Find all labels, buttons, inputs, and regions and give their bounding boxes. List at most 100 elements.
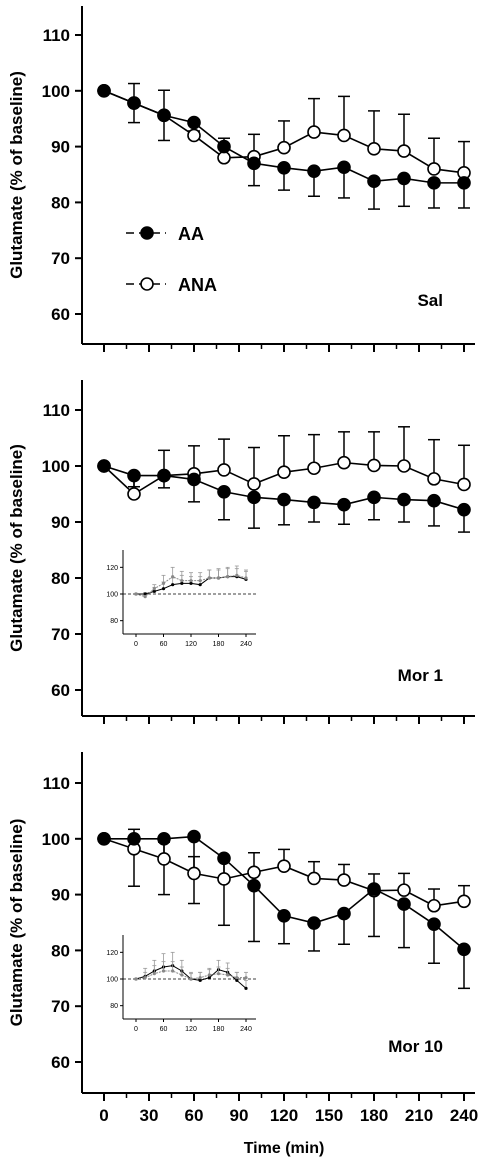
inset-data-point-ana	[152, 587, 156, 591]
data-point-ana	[217, 150, 231, 165]
data-point-aa	[157, 108, 171, 123]
panel-label: Mor 10	[388, 1037, 443, 1056]
inset-data-point-aa	[161, 587, 166, 591]
data-point-aa	[307, 916, 321, 930]
data-point-aa	[397, 171, 411, 186]
legend-label-ana: ANA	[178, 275, 217, 295]
inset-x-tick-label: 180	[213, 1026, 225, 1033]
data-point-aa	[277, 909, 291, 923]
panel-label: Mor 1	[398, 666, 443, 685]
data-point-aa	[427, 176, 441, 190]
data-point-ana	[277, 859, 291, 873]
inset-y-tick-label: 80	[110, 1003, 118, 1010]
data-point-ana	[337, 128, 351, 143]
inset-data-point-ana	[161, 969, 166, 973]
data-point-aa	[97, 84, 111, 98]
data-point-aa	[337, 497, 351, 512]
y-tick-label: 60	[51, 305, 70, 324]
inset-data-point-ana	[198, 579, 202, 583]
inset-data-point-aa	[143, 592, 147, 596]
inset-x-tick-label: 0	[134, 1026, 138, 1033]
data-point-aa	[367, 174, 381, 188]
inset-data-point-ana	[189, 579, 193, 583]
data-point-aa	[307, 164, 321, 178]
data-point-ana	[127, 487, 141, 501]
data-point-ana	[277, 140, 291, 155]
y-tick-label: 70	[51, 625, 70, 644]
inset-data-point-ana	[143, 976, 147, 980]
data-point-aa	[337, 906, 351, 921]
x-axis-label: Time (min)	[244, 1140, 325, 1157]
data-point-aa	[127, 468, 141, 483]
data-point-aa	[307, 495, 321, 510]
inset-data-point-ana	[235, 573, 239, 577]
inset-data-point-aa	[152, 589, 156, 593]
inset-data-point-ana	[226, 973, 230, 977]
data-point-aa	[187, 829, 201, 844]
inset-y-tick-label: 100	[106, 977, 118, 984]
x-tick-label: 120	[270, 1106, 298, 1125]
inset-data-point-aa	[180, 581, 184, 585]
inset-y-tick-label: 120	[106, 950, 118, 957]
y-tick-label: 110	[43, 26, 70, 45]
data-point-ana	[307, 871, 321, 886]
y-tick-label: 60	[51, 681, 70, 700]
y-tick-label: 100	[42, 82, 70, 101]
data-point-ana	[397, 144, 411, 158]
inset-x-tick-label: 60	[160, 1026, 168, 1033]
data-point-aa	[367, 490, 381, 505]
inset-x-tick-label: 240	[240, 641, 252, 648]
data-point-ana	[367, 142, 381, 156]
inset-x-tick-label: 60	[160, 641, 168, 648]
data-point-aa	[157, 468, 171, 483]
data-point-ana	[427, 898, 441, 913]
data-point-aa	[397, 897, 411, 911]
inset-data-point-ana	[180, 579, 184, 583]
data-point-ana	[337, 455, 351, 470]
data-point-ana	[337, 873, 351, 887]
data-point-aa	[457, 942, 471, 957]
inset-y-tick-label: 100	[106, 592, 118, 599]
data-point-aa	[457, 176, 471, 190]
data-point-aa	[97, 831, 111, 846]
data-point-aa	[427, 493, 441, 508]
legend-label-aa: AA	[178, 224, 204, 244]
data-point-aa	[217, 484, 231, 499]
x-tick-label: 150	[315, 1106, 343, 1125]
inset-data-point-aa	[198, 978, 202, 982]
inset-data-point-ana	[161, 581, 166, 585]
y-tick-label: 80	[51, 193, 70, 212]
y-tick-label: 70	[51, 249, 70, 268]
y-tick-label: 60	[51, 1053, 70, 1072]
y-tick-label: 90	[51, 138, 70, 157]
legend-marker-ana	[140, 277, 154, 291]
inset-x-tick-label: 0	[134, 641, 138, 648]
data-point-ana	[247, 865, 261, 880]
inset-data-point-ana	[143, 595, 147, 599]
x-tick-label: 30	[140, 1106, 159, 1125]
inset-data-point-ana	[180, 973, 184, 977]
data-point-aa	[187, 115, 201, 130]
data-point-aa	[217, 851, 231, 866]
inset-x-tick-label: 120	[185, 1026, 197, 1033]
inset-data-point-ana	[171, 575, 175, 579]
data-point-aa	[277, 161, 291, 175]
data-point-aa	[217, 139, 231, 154]
x-tick-label: 60	[185, 1106, 204, 1125]
inset-y-tick-label: 80	[110, 618, 118, 625]
inset-data-point-ana	[226, 575, 230, 579]
inset-data-point-aa	[198, 583, 202, 587]
inset-data-point-ana	[207, 576, 211, 580]
data-point-ana	[217, 463, 231, 477]
x-tick-label: 90	[230, 1106, 249, 1125]
y-axis-label: Glutamate (% of baseline)	[7, 444, 26, 652]
y-tick-label: 80	[51, 569, 70, 588]
data-point-aa	[247, 878, 261, 893]
x-tick-label: 0	[99, 1106, 108, 1125]
y-axis-label: Glutamate (% of baseline)	[7, 819, 26, 1027]
y-tick-label: 90	[51, 513, 70, 532]
inset-x-tick-label: 120	[185, 641, 197, 648]
data-point-aa	[127, 96, 141, 110]
data-point-aa	[457, 502, 471, 517]
y-tick-label: 90	[51, 886, 70, 905]
